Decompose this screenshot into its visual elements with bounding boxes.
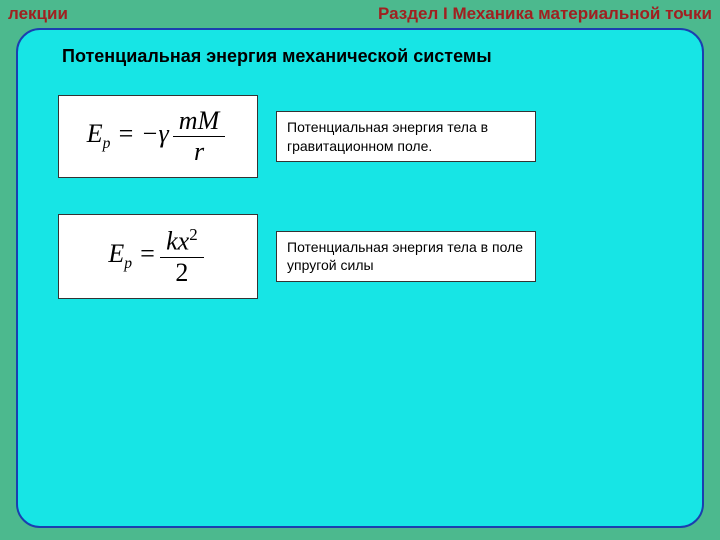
desc-elastic: Потенциальная энергия тела в поле упруго…	[276, 231, 536, 281]
content-row: Ep = −γ mMr Потенциальная энергия тела в…	[38, 95, 682, 178]
header-right-label: Раздел I Механика материальной точки	[378, 4, 712, 24]
desc-gravitational: Потенциальная энергия тела в гравитацион…	[276, 111, 536, 161]
slide-title: Потенциальная энергия механической систе…	[62, 46, 682, 67]
header-left-label: лекции	[8, 4, 68, 24]
slide-outer: лекции Раздел I Механика материальной то…	[0, 0, 720, 540]
formula-gravitational: Ep = −γ mMr	[58, 95, 258, 178]
content-panel: Потенциальная энергия механической систе…	[16, 28, 704, 528]
slide-header: лекции Раздел I Механика материальной то…	[0, 0, 720, 28]
content-row: Ep = kx22 Потенциальная энергия тела в п…	[38, 214, 682, 299]
formula-elastic: Ep = kx22	[58, 214, 258, 299]
